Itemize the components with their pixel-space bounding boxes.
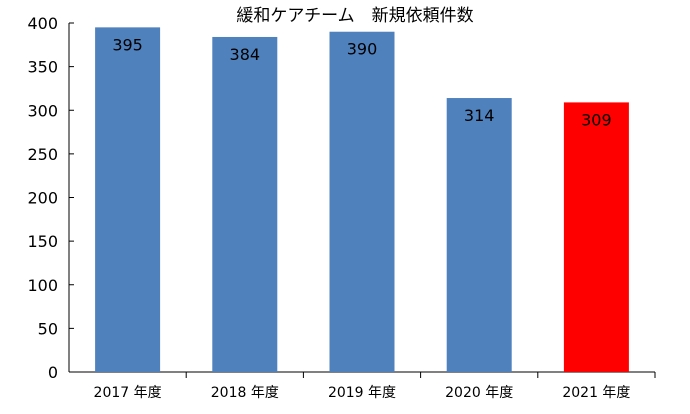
data-labels: 395 2017 年度 384 2018 年度 390 2019 年度 314 2020 年度…: [94, 35, 631, 401]
y-tick-label: 0: [48, 363, 58, 382]
y-tick-label: 350: [27, 58, 58, 77]
y-tick-label: 250: [27, 145, 58, 164]
x-tick-label: 2018 年度: [211, 385, 279, 401]
chart-title: 緩和ケアチーム 新規依頼件数: [236, 6, 473, 26]
y-tick-label: 300: [27, 101, 58, 120]
data-label: 309: [581, 110, 612, 129]
bars: [95, 27, 629, 373]
y-tick-label: 150: [27, 232, 58, 251]
y-tick-label: 50: [38, 319, 58, 338]
data-label: 390: [347, 40, 378, 59]
bar-1: [95, 27, 161, 373]
x-tick-label: 2019 年度: [328, 385, 396, 401]
data-label: 314: [464, 106, 495, 125]
bar-3: [329, 31, 395, 372]
data-label: 395: [112, 35, 143, 54]
axes: 0 50 100 150 200 250 300 350 400: [27, 14, 656, 382]
bar-4: [446, 98, 512, 372]
x-tick-label: 2017 年度: [94, 385, 162, 401]
y-tick-label: 100: [27, 276, 58, 295]
x-tick-label: 2020 年度: [445, 385, 513, 401]
y-tick-label: 400: [27, 14, 58, 33]
bar-2: [212, 36, 278, 373]
y-tick-label: 200: [27, 189, 58, 208]
bar-5: [563, 102, 629, 373]
x-tick-label: 2021 年度: [562, 385, 630, 401]
data-label: 384: [230, 45, 261, 64]
